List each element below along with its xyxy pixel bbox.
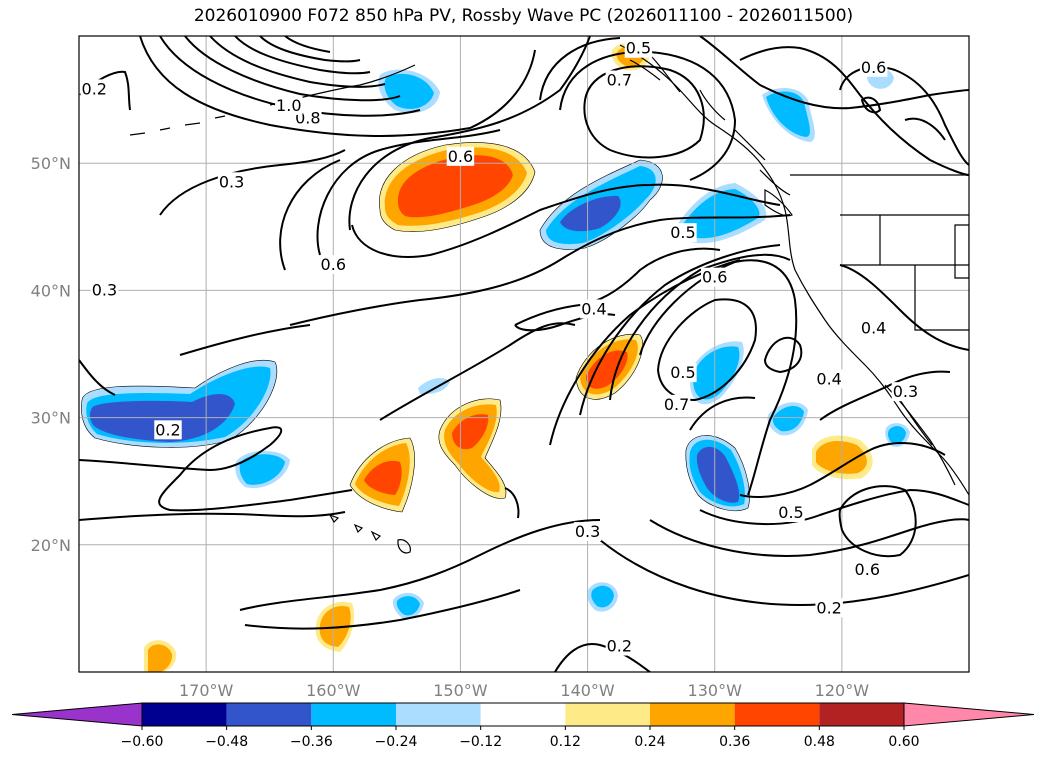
contour-label-background (446, 146, 475, 166)
contour-label-background (859, 318, 888, 338)
contour-label-background (217, 172, 246, 192)
contour-value-label: 0.3 (575, 522, 600, 541)
contour-value-label: 0.5 (670, 363, 695, 382)
contour-value-label: 0.5 (670, 223, 695, 242)
lon-tick-label: 170°W (179, 681, 234, 700)
contour-value-label: 0.2 (82, 79, 107, 98)
lon-tick-label: 130°W (688, 681, 743, 700)
anomaly-outlines (81, 142, 750, 513)
contour-label-background (573, 522, 602, 542)
colorbar-segment (311, 703, 396, 726)
colorbar-segment (650, 703, 735, 726)
colorbar-min-extend (11, 702, 143, 727)
contour-label-background (777, 503, 805, 522)
contour-value-label: 0.6 (855, 560, 880, 579)
colorbar-segment (142, 703, 227, 726)
colorbar-tick-label: −0.36 (290, 734, 333, 750)
colorbar-segment (226, 703, 312, 726)
negative-anomaly-shading (81, 67, 910, 620)
colorbar-tick-label: 0.12 (550, 734, 581, 750)
contour-value-label: 0.6 (861, 58, 886, 77)
colorbar-max-extend (903, 702, 1035, 727)
lat-tick-label: 20°N (31, 536, 71, 555)
contour-label-background (859, 57, 888, 77)
lon-tick-label: 140°W (560, 681, 615, 700)
contour-label-background (90, 280, 119, 300)
contour-value-label: 0.4 (581, 299, 606, 318)
colorbar-tick-label: −0.24 (375, 734, 418, 750)
positive-anomaly-shading (144, 42, 873, 672)
contour-value-label: 0.3 (219, 172, 244, 191)
contour-label-background (700, 267, 729, 287)
contour-label-background (580, 299, 608, 319)
contour-label-background (815, 598, 843, 618)
colorbar-tick-label: 0.24 (634, 734, 665, 750)
contour-value-label: 0.6 (702, 268, 727, 287)
contour-value-label: 0.4 (816, 369, 841, 388)
contour-value-label: 0.2 (816, 598, 841, 617)
colorbar-tick-label: 0.36 (719, 734, 750, 750)
contour-value-label: 0.6 (448, 147, 473, 166)
colorbar-tick-label: −0.48 (205, 734, 248, 750)
colorbar-segment (396, 703, 481, 726)
contour-label-background (605, 70, 634, 90)
contour-label-background (80, 79, 108, 99)
lon-tick-label: 150°W (433, 681, 488, 700)
colorbar: −0.60 −0.48 −0.36 −0.24 −0.12 0.12 0.24 0.36 0.4… (11, 702, 1035, 750)
contour-label-background (853, 560, 882, 580)
contour-value-label: 1.0 (276, 96, 301, 115)
latitude-labels: 50°N 40°N 30°N 20°N (31, 154, 71, 555)
contour-label-background (624, 38, 653, 58)
contour-value-label: 0.3 (893, 382, 918, 401)
contour-value-label: 0.6 (321, 255, 346, 274)
contour-value-label: 0.7 (607, 71, 632, 90)
chart-title: 2026010900 F072 850 hPa PV, Rossby Wave … (193, 6, 854, 26)
contour-value-label: 0.2 (155, 420, 180, 439)
colorbar-tick-label: 0.60 (888, 734, 919, 750)
pv-contours (79, 36, 969, 672)
contour-label-background (154, 420, 182, 440)
contour-label-background (319, 254, 348, 274)
colorbar-tick-label: −0.12 (459, 734, 502, 750)
contour-label-background (891, 382, 920, 402)
contour-value-label: 0.7 (664, 395, 689, 414)
contour-value-label: 0.4 (861, 319, 886, 338)
lat-tick-label: 40°N (31, 281, 71, 300)
contour-value-label: 0.5 (778, 503, 803, 522)
gridlines (79, 36, 969, 672)
contour-value-label: 0.2 (607, 637, 632, 656)
colorbar-segment (819, 703, 904, 726)
contour-label-background (275, 95, 303, 115)
contour-label-background (669, 223, 697, 243)
contour-label-background (605, 636, 634, 656)
map-area (79, 36, 969, 672)
lon-tick-label: 160°W (306, 681, 361, 700)
lat-tick-label: 30°N (31, 409, 71, 428)
lat-tick-label: 50°N (31, 154, 71, 173)
colorbar-tick-label: −0.60 (121, 734, 164, 750)
contour-value-label: 0.5 (626, 39, 651, 58)
contour-label-background (815, 369, 843, 389)
coastlines (129, 44, 969, 554)
colorbar-segment (734, 703, 820, 726)
contour-label-background (669, 363, 697, 383)
contour-value-label: 0.3 (92, 280, 117, 299)
contour-label-background (662, 394, 691, 414)
colorbar-segment (565, 703, 650, 726)
colorbar-segment (480, 703, 566, 726)
longitude-labels: 170°W 160°W 150°W 140°W 130°W 120°W (179, 681, 869, 700)
colorbar-frame (141, 702, 905, 727)
contour-labels: 0.2 0.2 0.2 0.2 0.3 0.3 0.3 0.3 0.4 0.4 0.4 0.5 0.5 0… (80, 38, 920, 656)
colorbar-tick-label: 0.48 (804, 734, 835, 750)
lon-tick-label: 120°W (815, 681, 870, 700)
map-frame (78, 35, 970, 673)
